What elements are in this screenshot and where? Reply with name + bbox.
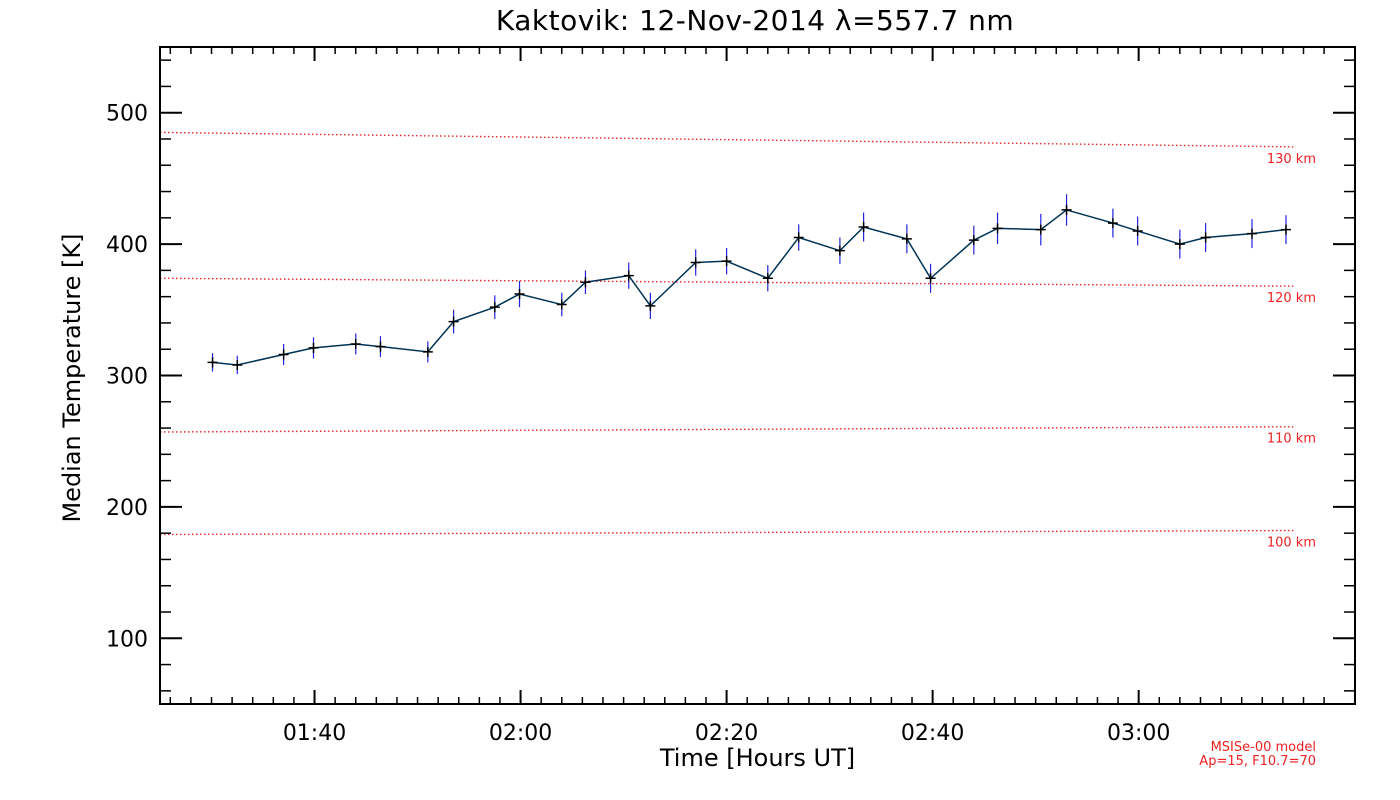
plot-frame (159, 46, 1356, 705)
data-point-16 (762, 273, 773, 284)
series-line-0 (212, 209, 1287, 366)
data-point-15 (721, 256, 732, 267)
data-point-0 (207, 357, 218, 368)
reference-line-label-0: 130 km (1267, 152, 1316, 167)
x-tick-label-3: 02:40 (901, 721, 964, 746)
data-point-4 (350, 338, 361, 349)
data-point-31 (1280, 224, 1291, 235)
reference-line-label-3: 100 km (1267, 536, 1316, 551)
y-tick-label-2: 300 (106, 365, 148, 390)
data-point-6 (422, 346, 433, 357)
model-annotation: MSISe-00 model Ap=15, F10.7=70 (1199, 741, 1316, 769)
reference-line-label-1: 120 km (1267, 291, 1316, 306)
y-tick-label-1: 200 (106, 496, 148, 521)
data-point-13 (645, 300, 656, 311)
model-params: Ap=15, F10.7=70 (1199, 754, 1316, 769)
data-point-3 (308, 342, 319, 353)
data-point-1 (232, 359, 243, 370)
data-point-26 (1107, 218, 1118, 229)
x-tick-label-0: 01:40 (283, 721, 346, 746)
data-point-8 (489, 302, 500, 313)
data-point-23 (992, 223, 1003, 234)
reference-line-3 (159, 529, 1294, 536)
data-point-24 (1035, 224, 1046, 235)
reference-line-2 (159, 426, 1294, 433)
x-tick-label-4: 03:00 (1107, 721, 1170, 746)
reference-line-1 (159, 277, 1294, 287)
data-point-18 (834, 245, 845, 256)
data-point-28 (1174, 239, 1185, 250)
reference-line-0 (159, 131, 1294, 148)
y-tick-label-3: 400 (106, 233, 148, 258)
x-tick-label-2: 02:20 (695, 721, 758, 746)
data-point-12 (623, 270, 634, 281)
data-point-10 (556, 299, 567, 310)
y-tick-label-0: 100 (106, 627, 148, 652)
data-point-17 (793, 232, 804, 243)
x-axis-label: Time [Hours UT] (659, 744, 856, 772)
data-point-11 (580, 277, 591, 288)
data-point-21 (925, 273, 936, 284)
chart-title: Kaktovik: 12-Nov-2014 λ=557.7 nm (495, 4, 1015, 37)
reference-line-label-2: 110 km (1267, 432, 1316, 447)
x-tick-label-1: 02:00 (489, 721, 552, 746)
model-name: MSISe-00 model (1210, 740, 1316, 755)
y-tick-label-4: 500 (106, 102, 148, 127)
data-point-25 (1061, 204, 1072, 215)
data-point-14 (690, 257, 701, 268)
data-point-2 (278, 349, 289, 360)
data-point-9 (514, 289, 525, 300)
data-point-22 (968, 235, 979, 246)
data-point-7 (448, 316, 459, 327)
data-point-27 (1132, 225, 1143, 236)
data-point-30 (1246, 228, 1257, 239)
data-point-29 (1200, 232, 1211, 243)
data-point-5 (375, 341, 386, 352)
data-point-19 (858, 222, 869, 233)
data-point-20 (901, 233, 912, 244)
